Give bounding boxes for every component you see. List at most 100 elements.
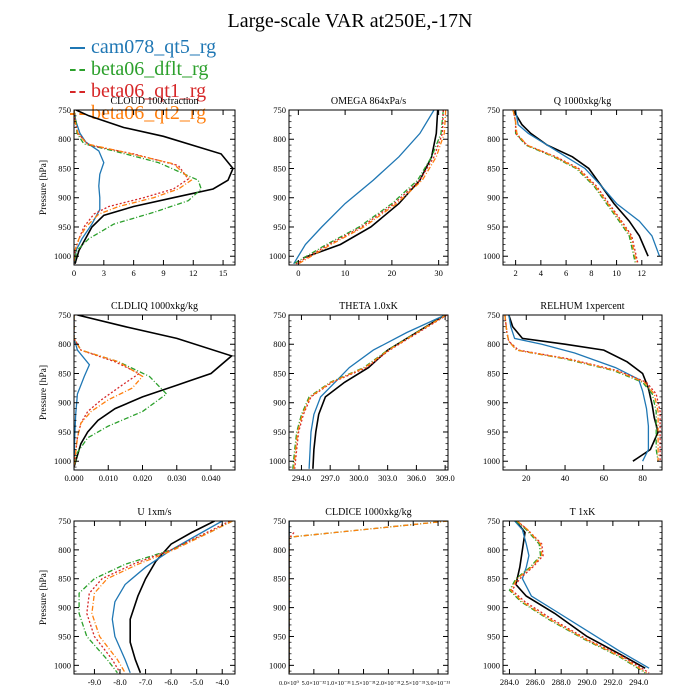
- y-tick-label: 800: [58, 545, 71, 555]
- y-tick-label: 750: [273, 105, 286, 115]
- series-line: [509, 521, 647, 674]
- y-tick-label: 750: [487, 310, 500, 320]
- chart-panel: 750 800 850 900 950 1000 0.000 0.010 0.020 0.030 0…: [39, 301, 236, 483]
- series-line: [74, 110, 190, 264]
- series-line: [294, 315, 448, 469]
- chart-panel: 750 800 850 900 950 1000 20 40 60 80 RELHUM 1xperc…: [483, 301, 663, 483]
- x-tick-label: 15: [219, 268, 228, 278]
- x-tick-label: 30: [434, 268, 443, 278]
- x-tick-label: 9: [161, 268, 165, 278]
- x-tick-label: 6: [132, 268, 136, 278]
- x-tick-label: 297.0: [321, 473, 340, 483]
- y-tick-label: 1000: [269, 251, 286, 261]
- x-tick-label: -7.0: [139, 677, 152, 687]
- y-tick-label: 750: [58, 516, 71, 526]
- series-line: [312, 315, 446, 469]
- x-tick-label: -4.0: [215, 677, 228, 687]
- x-tick-label: 20: [388, 268, 397, 278]
- x-tick-label: -5.0: [190, 677, 203, 687]
- series-line: [86, 521, 231, 674]
- legend: cam078_qt5_rg beta06_dflt_rg beta06_qt1_…: [70, 36, 216, 124]
- x-tick-label: -8.0: [113, 677, 126, 687]
- x-tick-label: 10: [612, 268, 621, 278]
- panel-title: THETA 1.0xK: [339, 301, 398, 312]
- y-tick-label: 900: [487, 603, 500, 613]
- y-tick-label: 1000: [54, 251, 71, 261]
- y-tick-label: 950: [487, 631, 500, 641]
- y-tick-label: 850: [58, 163, 71, 173]
- y-tick-label: 900: [58, 193, 71, 203]
- x-tick-label: 2.5×10⁻³¹: [401, 680, 426, 687]
- series-line: [514, 110, 661, 257]
- y-tick-label: 950: [273, 631, 286, 641]
- y-tick-label: 950: [273, 222, 286, 232]
- legend-label: beta06_dflt_rg: [91, 58, 209, 80]
- y-tick-label: 900: [58, 603, 71, 613]
- x-tick-label: 1.5×10⁻³¹: [351, 680, 376, 687]
- panel-title: Q 1000xkg/kg: [554, 96, 612, 107]
- y-tick-label: 750: [273, 310, 286, 320]
- x-tick-label: 2.0×10⁻³¹: [376, 680, 401, 687]
- series-line: [74, 315, 91, 468]
- y-tick-label: 800: [273, 545, 286, 555]
- chart-panel: 750 800 850 900 950 1000 0.0×10⁰ 5.0×10⁻³² 1.0×1…: [269, 507, 450, 687]
- x-tick-label: 286.0: [526, 677, 545, 687]
- x-tick-label: 40: [561, 473, 570, 483]
- series-line: [74, 110, 234, 265]
- series-line: [298, 110, 447, 265]
- series-line: [504, 315, 659, 462]
- y-tick-label: 750: [487, 105, 500, 115]
- legend-label: beta06_qt2_rg: [91, 102, 207, 124]
- x-tick-label: 0.0×10⁰: [279, 680, 299, 687]
- series-line: [129, 521, 215, 674]
- series-line: [515, 521, 646, 669]
- series-line: [293, 110, 435, 265]
- x-tick-label: 290.0: [577, 677, 596, 687]
- series-line: [74, 315, 144, 468]
- x-tick-label: 0.030: [167, 473, 186, 483]
- x-tick-label: 0.020: [133, 473, 152, 483]
- panel-title: OMEGA 864xPa/s: [331, 96, 406, 107]
- y-tick-label: 850: [58, 574, 71, 584]
- series-line: [91, 521, 233, 674]
- y-tick-label: 1000: [269, 660, 286, 670]
- series-line: [512, 110, 639, 264]
- x-tick-label: -6.0: [164, 677, 177, 687]
- series-line: [514, 521, 650, 669]
- y-tick-label: 1000: [269, 456, 286, 466]
- y-tick-label: 800: [273, 339, 286, 349]
- series-line: [508, 315, 659, 462]
- legend-item: beta06_qt1_rg: [70, 80, 216, 102]
- legend-item: beta06_qt2_rg: [70, 102, 216, 124]
- series-line: [289, 521, 448, 673]
- plot-frame: [288, 520, 449, 675]
- plot-frame: [502, 314, 663, 471]
- y-tick-label: 950: [58, 222, 71, 232]
- x-tick-label: 10: [341, 268, 350, 278]
- panel-title: T 1xK: [570, 507, 596, 518]
- y-tick-label: 800: [273, 134, 286, 144]
- series-line: [512, 110, 638, 264]
- legend-label: cam078_qt5_rg: [91, 36, 217, 58]
- x-tick-label: 0.010: [99, 473, 118, 483]
- series-line: [508, 315, 650, 462]
- y-tick-label: 750: [58, 310, 71, 320]
- y-tick-label: 850: [273, 574, 286, 584]
- y-tick-label: 750: [487, 516, 500, 526]
- y-tick-label: 750: [58, 105, 71, 115]
- x-tick-label: 306.0: [407, 473, 426, 483]
- y-tick-label: 850: [487, 574, 500, 584]
- plot-frame: [288, 109, 449, 266]
- plot-frame: [73, 520, 236, 675]
- x-tick-label: 3: [102, 268, 106, 278]
- y-tick-label: 850: [273, 368, 286, 378]
- y-tick-label: 800: [58, 134, 71, 144]
- figure-title: Large-scale VAR at250E,-17N: [227, 10, 473, 32]
- plot-frame: [73, 109, 236, 266]
- y-tick-label: 950: [487, 427, 500, 437]
- x-tick-label: 294.0: [629, 677, 648, 687]
- y-tick-label: 850: [487, 368, 500, 378]
- series-line: [504, 315, 661, 462]
